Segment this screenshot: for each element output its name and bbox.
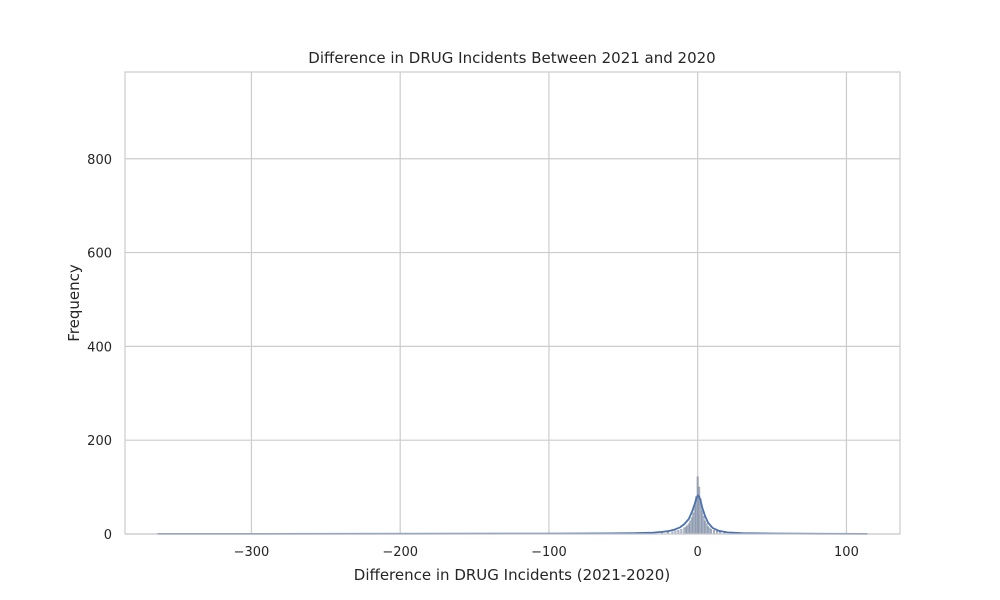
kde-curve [157,494,868,535]
x-tick-label: −200 [382,545,418,560]
histogram-bar [680,529,683,535]
y-tick-label: 800 [87,153,112,168]
x-tick-label: 100 [834,545,859,560]
histogram-bar [704,520,707,535]
histogram-bar [702,515,705,535]
y-axis-label: Frequency [65,264,83,342]
kde-curve-group [157,494,868,535]
histogram-bar [696,476,699,535]
histogram-bar [708,527,711,535]
chart-title: Difference in DRUG Incidents Between 202… [308,49,715,67]
histogram-bar [701,510,704,535]
histogram-bar [684,526,687,535]
x-tick-label: 0 [694,545,702,560]
histogram-bar [689,520,692,535]
histogram-bar [692,512,695,535]
y-tick-labels: 0 200 400 600 800 [87,153,112,543]
x-tick-label: −300 [234,545,270,560]
y-tick-label: 400 [87,340,112,355]
histogram-bar [698,486,701,535]
histogram-bar [690,517,693,535]
x-tick-label: −100 [531,545,567,560]
plot-area [124,71,901,535]
plot-frame [124,71,901,535]
x-tick-labels: −300 −200 −100 0 100 [234,545,859,560]
histogram-bar [683,527,686,535]
histogram-bar [707,526,710,535]
histogram-bar [710,529,713,535]
histogram-bar [693,505,696,535]
histogram-bar [686,525,689,535]
y-tick-label: 0 [104,528,112,543]
histogram-bar [705,523,708,535]
y-tick-label: 200 [87,434,112,449]
y-tick-label: 600 [87,247,112,262]
plot-background [125,72,900,534]
x-axis-label: Difference in DRUG Incidents (2021-2020) [354,566,670,584]
histogram-bar [687,523,690,535]
